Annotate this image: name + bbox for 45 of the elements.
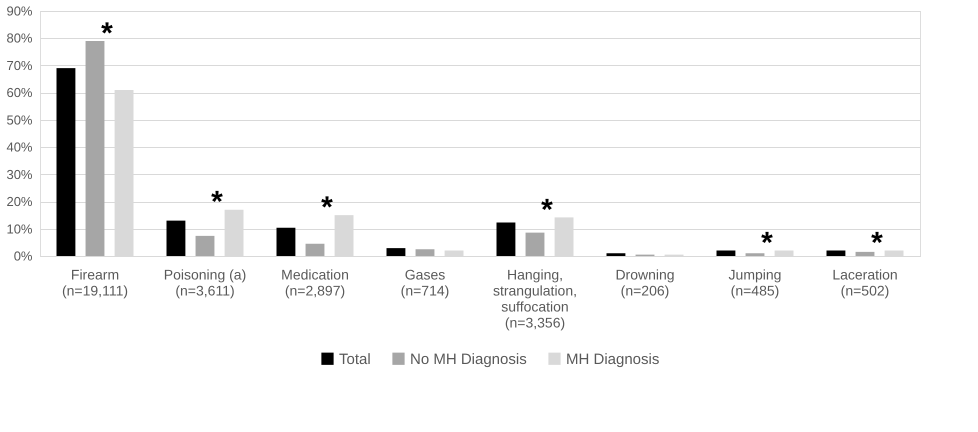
bar <box>746 253 764 256</box>
x-tick-label: Gases (n=714) <box>400 266 450 298</box>
bar <box>276 228 296 256</box>
bar <box>774 250 794 256</box>
y-tick-label: 60% <box>6 85 33 100</box>
x-tick-label: Jumping (n=485) <box>728 266 782 298</box>
bar <box>196 236 214 256</box>
y-tick-label: 20% <box>6 194 33 210</box>
bar <box>416 249 434 256</box>
bar <box>606 253 626 256</box>
bar <box>56 68 76 256</box>
y-tick-label: 10% <box>6 221 33 236</box>
bar <box>86 40 104 256</box>
x-tick-label: Medication (n=2,897) <box>281 266 349 298</box>
annotation: * <box>541 193 554 226</box>
bar <box>826 250 846 256</box>
x-tick-label: Hanging, strangulation, suffocation (n=3,356) <box>492 266 578 330</box>
bar <box>306 244 324 256</box>
x-tick-label: Poisoning (a) (n=3,611) <box>164 266 246 298</box>
bar <box>716 250 736 256</box>
annotation: * <box>101 16 114 50</box>
y-tick-label: 70% <box>6 58 33 73</box>
annotation: * <box>871 226 884 260</box>
bar <box>386 248 406 256</box>
annotation: * <box>321 191 334 224</box>
x-tick-label: Drowning (n=206) <box>615 266 675 298</box>
x-tick-label: Laceration (n=502) <box>832 266 898 298</box>
legend-label: Total <box>339 350 371 368</box>
bar <box>444 250 464 256</box>
bar <box>166 220 186 256</box>
bar <box>856 252 874 256</box>
legend-label: MH Diagnosis <box>566 350 660 368</box>
bar <box>496 222 516 256</box>
y-tick-label: 80% <box>6 30 33 46</box>
y-tick-label: 90% <box>6 4 33 18</box>
annotation: * <box>211 186 224 219</box>
legend-label: No MH Diagnosis <box>410 350 527 368</box>
y-tick-label: 40% <box>6 140 33 155</box>
x-tick-label: Firearm (n=19,111) <box>62 266 128 298</box>
bar <box>884 250 904 256</box>
y-tick-label: 30% <box>6 166 33 182</box>
y-tick-label: 50% <box>6 112 33 128</box>
y-tick-label: 0% <box>14 248 33 264</box>
annotation: * <box>761 226 774 260</box>
bar <box>526 232 544 256</box>
